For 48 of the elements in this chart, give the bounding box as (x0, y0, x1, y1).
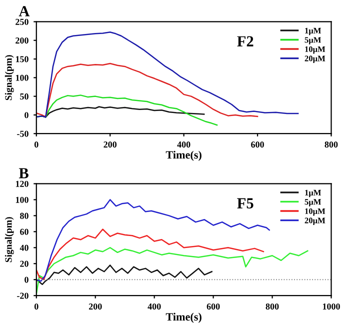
annotation: F5 (237, 198, 254, 208)
y-tick-label: 120 (16, 180, 28, 187)
y-tick-label: 100 (16, 196, 28, 203)
y-tick-label: -20 (17, 292, 28, 299)
x-tick-label: 400 (177, 142, 190, 148)
y-tick-label: 20 (20, 260, 28, 267)
y-axis-title: Signal(pm) (4, 55, 14, 100)
x-tick-label: 200 (104, 142, 117, 148)
x-tick-label: 1000 (322, 303, 340, 310)
line-series (36, 62, 258, 118)
x-tick-label: 400 (148, 303, 161, 310)
y-tick-label: 150 (16, 56, 28, 62)
chart-title: A (18, 6, 30, 16)
y-axis-title: Signal(pm) (4, 217, 14, 262)
y-tick-label: 100 (16, 74, 28, 81)
legend-label: 10μM (305, 46, 326, 54)
legend-label: 20μM (304, 218, 326, 225)
x-tick-label: 600 (206, 303, 220, 310)
line-series (36, 228, 264, 280)
annotation: F2 (237, 36, 254, 46)
y-tick-label: 50 (20, 93, 28, 100)
y-tick-label: -50 (17, 130, 28, 137)
line-series (36, 264, 212, 286)
legend-label: 5μM (304, 199, 321, 206)
x-tick-label: 800 (324, 142, 338, 148)
chart-title: B (18, 168, 28, 178)
line-series (36, 32, 299, 118)
y-tick-label: 250 (16, 18, 28, 25)
y-tick-label: 200 (16, 37, 28, 44)
y-tick-label: 0 (24, 276, 28, 283)
x-tick-label: 0 (34, 142, 38, 148)
line-series (36, 199, 270, 282)
legend-label: 1μM (305, 190, 321, 198)
legend-label: 10μM (305, 208, 326, 216)
x-tick-label: 600 (251, 142, 264, 148)
legend-label: 5μM (304, 37, 321, 44)
legend-label: 1μM (305, 28, 321, 36)
x-tick-label: 200 (88, 303, 102, 310)
x-axis-title: Time(s) (166, 150, 202, 161)
legend-label: 20μM (304, 56, 326, 63)
x-axis-title: Time(s) (166, 312, 202, 323)
x-tick-label: 0 (34, 303, 38, 310)
line-series (36, 247, 308, 295)
x-tick-label: 800 (266, 303, 279, 310)
y-tick-label: 60 (20, 228, 28, 235)
y-tick-label: 80 (20, 212, 28, 219)
y-tick-label: 0 (24, 112, 28, 118)
y-tick-label: 40 (20, 244, 28, 251)
